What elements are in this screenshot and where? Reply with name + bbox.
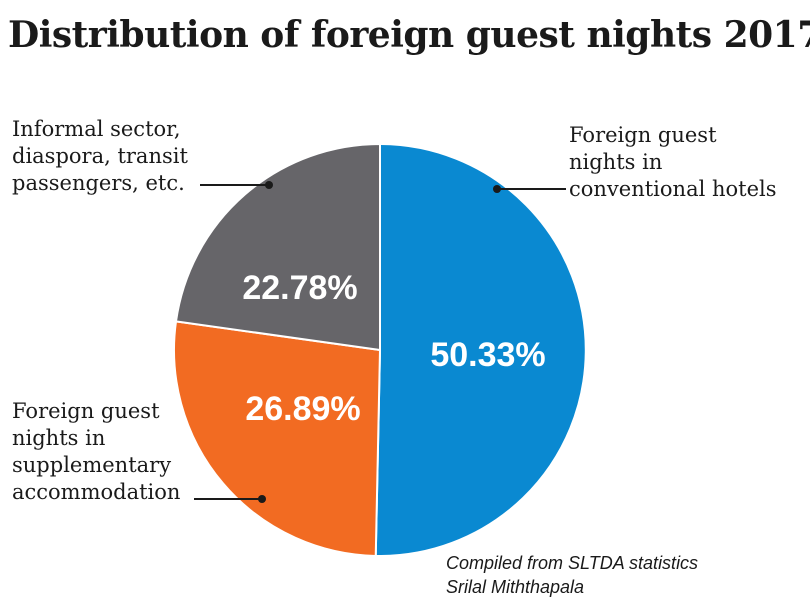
data-label-conventional-hotels: 50.33% [430,336,545,374]
data-label-supplementary-accommodation: 26.89% [245,390,360,428]
leader-line-conventional-hotels [493,185,566,193]
leader-line-informal-sector [200,181,273,189]
leader-line-supplementary-accommodation [194,495,266,503]
slice-informal-sector [174,142,381,352]
chart-title: Distribution of foreign guest nights 201… [8,14,810,56]
legend-label-informal-sector: Informal sector, diaspora, transit passe… [12,117,188,195]
legend-label-conventional-hotels: Foreign guest nights in conventional hot… [569,123,777,201]
legend-label-supplementary-accommodation: Foreign guest nights in supplementary ac… [12,399,181,504]
slice-conventional-hotels [374,142,587,557]
source-note: Compiled from SLTDA statistics Srilal Mi… [446,551,698,599]
author-line: Srilal Miththapala [446,577,585,597]
data-label-informal-sector: 22.78% [242,269,357,307]
slice-supplementary-accommodation [173,320,382,557]
source-line: Compiled from SLTDA statistics [446,553,699,573]
